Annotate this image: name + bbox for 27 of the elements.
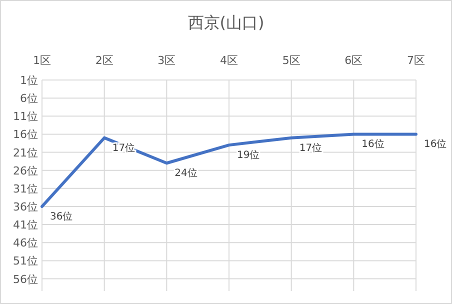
x-tick-label: 6区: [344, 54, 363, 67]
data-label: 16位: [362, 138, 384, 150]
data-label: 16位: [424, 138, 447, 150]
data-label: 17位: [299, 142, 322, 154]
y-tick-label: 56位: [13, 272, 38, 286]
x-tick-label: 2区: [95, 54, 114, 67]
data-label: 19位: [237, 149, 260, 162]
x-tick-label: 4区: [220, 54, 238, 67]
y-tick-label: 41位: [13, 218, 38, 232]
y-tick-label: 31位: [13, 182, 38, 196]
y-tick-label: 16位: [13, 128, 38, 142]
y-tick-label: 11位: [13, 110, 38, 124]
y-tick-label: 36位: [13, 200, 38, 214]
x-tick-label: 5区: [282, 54, 300, 67]
y-tick-label: 1位: [20, 74, 38, 87]
y-tick-label: 51位: [13, 254, 38, 268]
chart-title: 西京(山口): [188, 13, 264, 32]
y-tick-label: 6位: [20, 92, 38, 106]
x-tick-label: 1区: [33, 54, 51, 67]
y-tick-label: 46位: [13, 236, 38, 250]
line-series: [40, 132, 418, 208]
data-label: 36位: [50, 210, 73, 222]
y-tick-label: 21位: [13, 146, 38, 160]
y-tick-label: 26位: [13, 164, 38, 178]
x-tick-label: 3区: [158, 54, 176, 67]
data-label: 24位: [174, 167, 198, 180]
x-tick-label: 7区: [407, 54, 425, 67]
